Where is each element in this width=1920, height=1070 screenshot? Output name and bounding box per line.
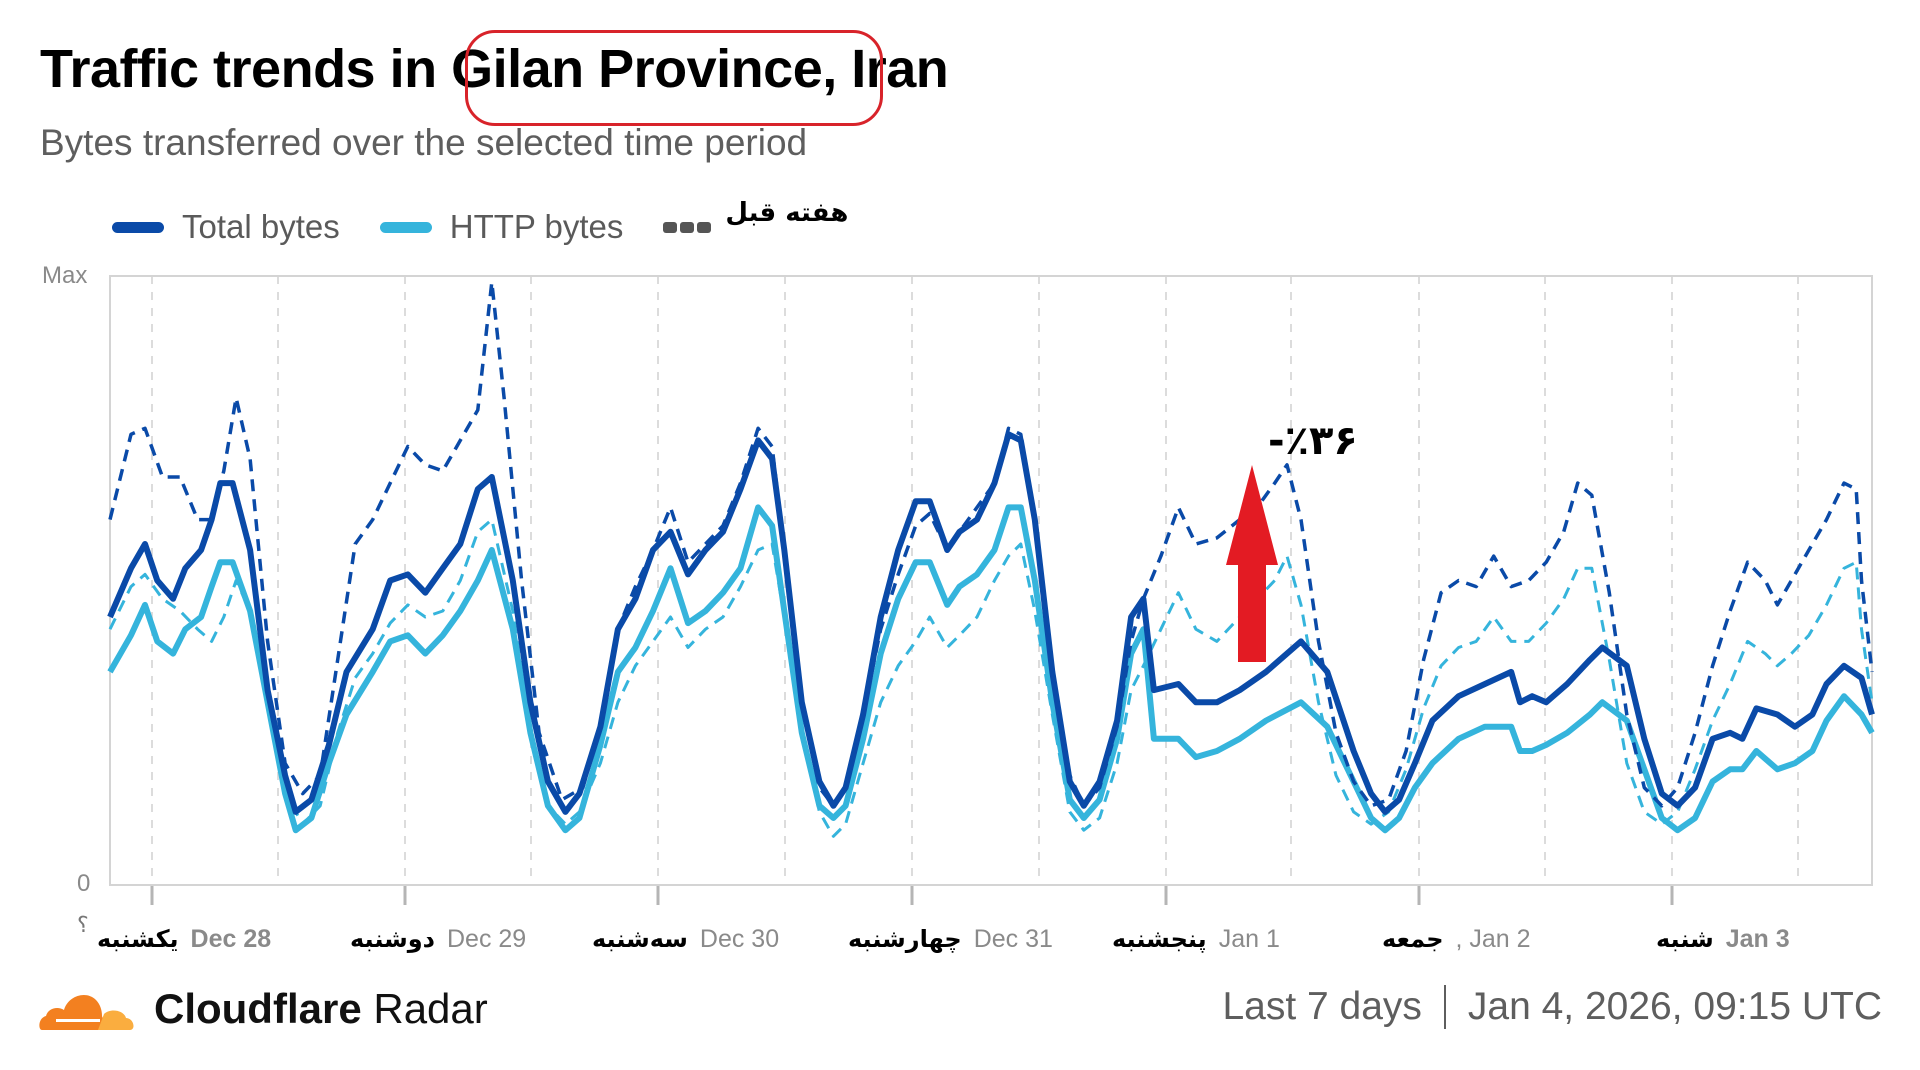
date-range-label: Last 7 days [1222, 985, 1422, 1028]
series-total-bytes-previous-week- [108, 280, 1874, 808]
x-tick-day: جمعه [1382, 925, 1444, 953]
x-tick-label: چهارشنبه Dec 31 [848, 925, 1053, 954]
legend-previous-week-label: هفته قبل [725, 198, 849, 228]
y-axis-zero-label: 0 [77, 870, 91, 897]
x-tick-date: Jan 3 [1725, 925, 1790, 953]
footer-divider [1443, 985, 1446, 1029]
x-tick-date: Dec 29 [446, 925, 527, 953]
region-highlight-oval [465, 30, 883, 126]
total-bytes-swatch-icon [112, 221, 164, 233]
plot-frame [109, 275, 1873, 886]
page-subtitle: Bytes transferred over the selected time… [40, 122, 808, 163]
cloudflare-cloud-icon [39, 995, 134, 1030]
brand-name: Cloudflare Radar [154, 985, 488, 1033]
x-tick-day: چهارشنبه [848, 925, 962, 953]
x-tick-day: شنبه [1656, 925, 1714, 953]
x-tick-label: جمعه , Jan 2 [1382, 925, 1531, 954]
page-title: Traffic trends in Gilan Province, Iran [40, 38, 949, 100]
brand-light: Radar [361, 985, 488, 1032]
legend-http-bytes[interactable]: HTTP bytes [379, 208, 624, 246]
title-suffix: , Iran [822, 39, 949, 99]
cloudflare-radar-logo: Cloudflare Radar [38, 985, 488, 1033]
x-tick-day: دوشنبه [350, 925, 435, 953]
timestamp-label: Jan 4, 2026, 09:15 UTC [1467, 985, 1882, 1028]
legend-total-label: Total bytes [182, 208, 340, 245]
series-http-bytes [107, 504, 1875, 834]
x-tick-date: Dec 31 [973, 925, 1053, 953]
footer-meta: Last 7 days Jan 4, 2026, 09:15 UTC [1222, 985, 1882, 1029]
title-prefix: Traffic trends in [40, 39, 452, 99]
legend-http-label: HTTP bytes [449, 208, 624, 245]
x-tick-label: پنجشنبه Jan 1 [1112, 925, 1280, 954]
x-tick-day: پنجشنبه [1112, 925, 1207, 953]
x-tick-date: Dec 30 [699, 925, 780, 953]
x-tick-label: یکشنبه Dec 28 [97, 925, 271, 954]
chart-series [107, 280, 1875, 838]
chart-gridlines [150, 276, 1799, 905]
x-tick-label: شنبه Jan 3 [1656, 925, 1790, 954]
axis-stray-glyph: ؟ [77, 912, 89, 937]
series-http-bytes-previous-week- [108, 518, 1874, 838]
legend-total-bytes[interactable]: Total bytes [112, 208, 340, 246]
x-tick-label: سه‌شنبه Dec 30 [592, 925, 779, 954]
red-arrow-annotation-icon [1226, 465, 1278, 662]
dashed-line-swatch-icon [663, 221, 712, 233]
title-region: Gilan Province [451, 39, 823, 99]
x-tick-date: Jan 1 [1218, 925, 1280, 953]
x-tick-label: دوشنبه Dec 29 [350, 925, 526, 954]
x-tick-date: , Jan 2 [1455, 925, 1531, 953]
y-axis-max-label: Max [42, 262, 88, 289]
brand-bold: Cloudflare [154, 985, 362, 1032]
x-tick-day: سه‌شنبه [592, 925, 688, 953]
legend-previous-week[interactable]: هفته قبل [663, 198, 848, 242]
x-tick-date: Dec 28 [190, 925, 272, 953]
chart-legend: Total bytes HTTP bytes هفته قبل [112, 198, 888, 246]
http-bytes-swatch-icon [379, 221, 432, 233]
change-annotation-label: -٪۳۶ [1268, 418, 1358, 464]
x-tick-day: یکشنبه [97, 925, 179, 953]
